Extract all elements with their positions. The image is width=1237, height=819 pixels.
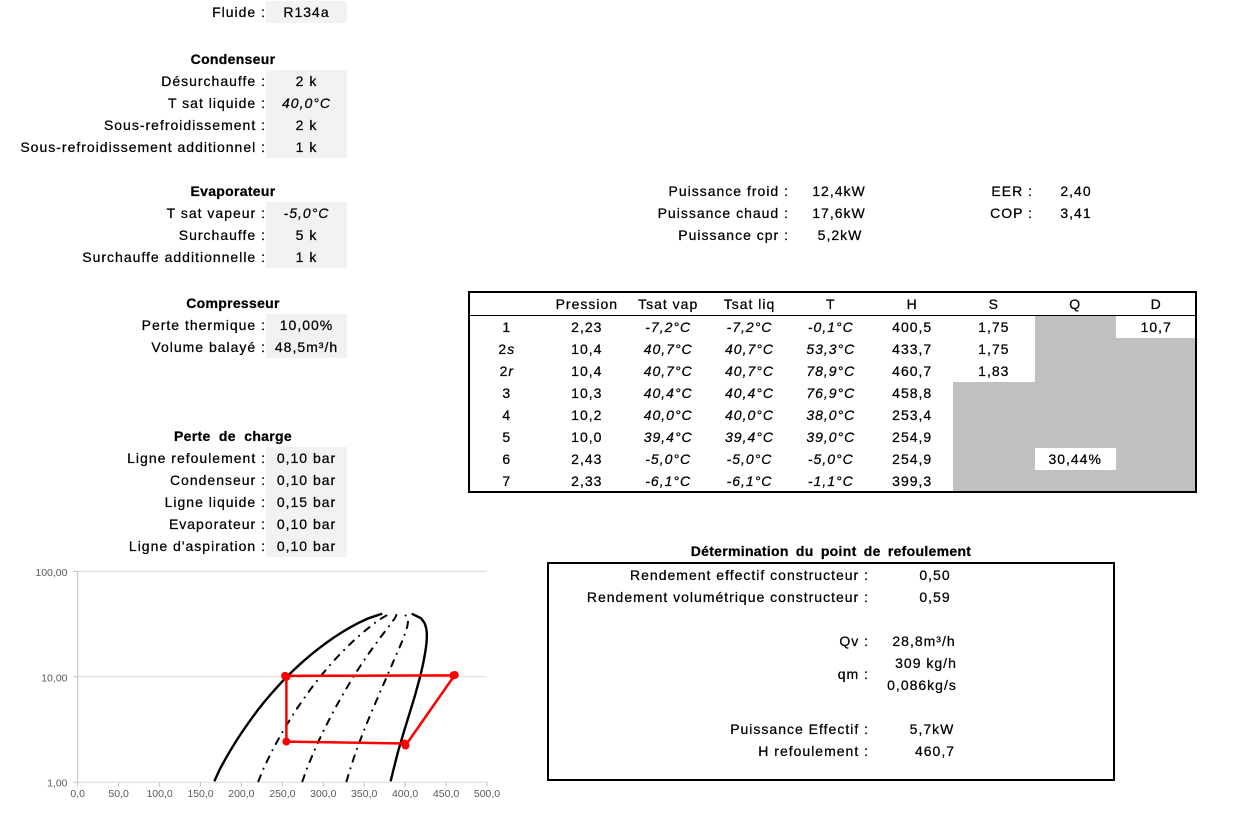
svg-text:50,0: 50,0 [108,788,129,800]
svg-text:250,0: 250,0 [269,788,295,800]
svg-text:150,0: 150,0 [187,788,213,800]
svg-text:500,0: 500,0 [474,788,500,800]
svg-text:450,0: 450,0 [433,788,459,800]
svg-text:400,0: 400,0 [392,788,418,800]
svg-text:200,0: 200,0 [228,788,254,800]
svg-text:100,00: 100,00 [35,567,67,579]
svg-text:1,00: 1,00 [47,778,68,790]
svg-text:100,0: 100,0 [146,788,172,800]
svg-text:0,0: 0,0 [70,788,85,800]
svg-text:10,00: 10,00 [41,672,67,684]
svg-text:350,0: 350,0 [351,788,377,800]
svg-text:300,0: 300,0 [310,788,336,800]
